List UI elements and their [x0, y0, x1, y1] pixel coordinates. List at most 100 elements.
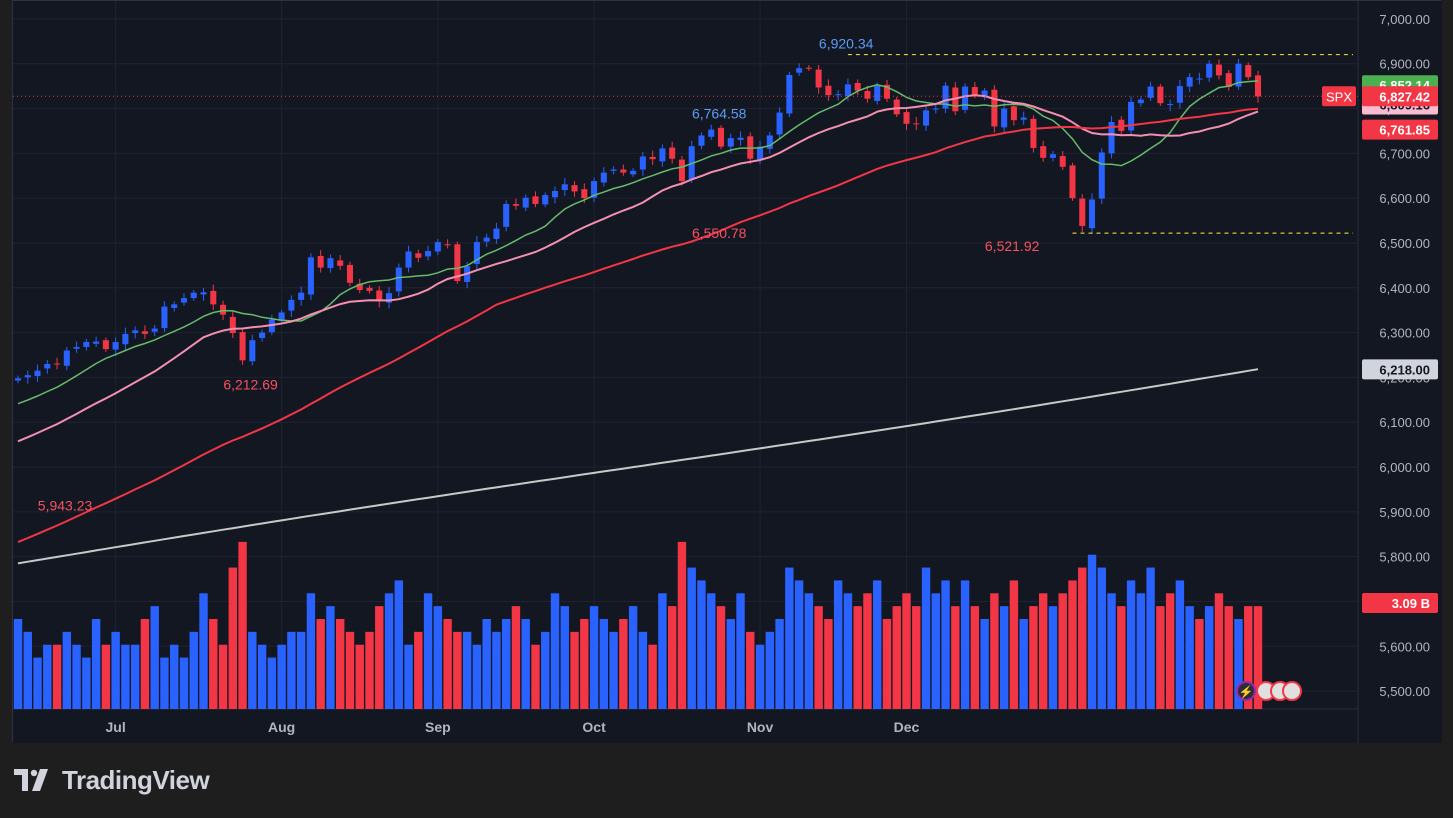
candle-body: [874, 85, 881, 101]
candle-body: [883, 84, 891, 99]
candle-body: [288, 299, 295, 311]
candle-body: [93, 341, 100, 344]
candle-body: [522, 197, 529, 208]
candle-body: [1147, 86, 1154, 98]
y-tick-label: 6,900.00: [1379, 57, 1430, 72]
volume-bar: [570, 631, 579, 709]
volume-bar: [1097, 567, 1106, 709]
candle-body: [815, 69, 822, 88]
candle-body: [903, 112, 910, 124]
candle-body: [151, 328, 158, 332]
candle-body: [1225, 73, 1232, 88]
volume-bar: [667, 606, 677, 709]
candle-body: [708, 129, 715, 137]
candle-body: [727, 138, 734, 147]
volume-bar: [355, 644, 364, 709]
volume-bar: [531, 644, 540, 709]
candle-body: [210, 290, 217, 305]
candle-body: [1001, 108, 1008, 128]
candle-body: [962, 86, 969, 110]
volume-bar: [160, 657, 169, 709]
candle-body: [1176, 86, 1183, 103]
candle-body: [542, 195, 549, 205]
volume-bar: [589, 606, 599, 709]
volume-bar: [1234, 619, 1243, 709]
volume-bar: [287, 631, 296, 709]
candle-body: [737, 137, 744, 140]
candle-body: [483, 237, 490, 242]
candle-body: [239, 332, 246, 361]
volume-bar: [482, 619, 491, 709]
candle-body: [844, 84, 851, 96]
volume-bar: [414, 631, 423, 709]
candle-body: [1108, 121, 1115, 154]
ma-pink-line: [17, 94, 1259, 443]
candle-body: [610, 169, 617, 171]
volume-bar: [443, 619, 452, 709]
candle-body: [337, 260, 344, 266]
price-chart[interactable]: 6,920.34 6,764.58 6,550.78 6,521.92 6,212.69…: [13, 1, 1442, 743]
candle-body: [551, 190, 559, 198]
volume-bar: [209, 619, 218, 709]
candle-body: [620, 169, 627, 173]
candle-body: [1098, 152, 1105, 199]
candle-body: [356, 283, 363, 291]
volume-bar: [316, 619, 325, 709]
candle-body: [34, 370, 41, 377]
volume-bar: [1107, 593, 1116, 709]
volume-bar: [785, 567, 794, 709]
volume-bar: [238, 541, 247, 709]
candle-body: [688, 146, 695, 179]
volume-bar: [980, 619, 989, 709]
candle-body: [1254, 75, 1262, 97]
candle-body: [180, 298, 188, 303]
volume-bar: [404, 644, 413, 709]
candle-body: [376, 290, 383, 302]
candle-body: [44, 363, 51, 369]
candle-body: [1157, 86, 1164, 104]
symbol-tag-bg[interactable]: [1322, 86, 1356, 107]
candle-body: [229, 316, 236, 334]
candle-body: [1186, 77, 1193, 87]
volume-bar: [52, 644, 62, 709]
y-tick-label: 6,600.00: [1379, 191, 1430, 206]
last-price-tag-bg: [1362, 86, 1438, 107]
volume-bar: [560, 606, 569, 709]
volume-bar: [277, 644, 286, 709]
volume-bar: [1029, 606, 1038, 709]
candle-body: [923, 110, 930, 126]
candle-body: [503, 203, 510, 227]
candle-body: [864, 91, 871, 99]
economic-event-flag-icon[interactable]: [1282, 681, 1302, 701]
volume-bar: [257, 644, 267, 709]
volume-bar: [1195, 619, 1204, 709]
x-tick-label: Sep: [425, 719, 451, 735]
volume-bar: [1058, 593, 1067, 709]
candle-body: [190, 292, 197, 299]
candle-body: [639, 156, 646, 170]
volume-bar: [921, 567, 931, 709]
volume-bar: [824, 619, 833, 709]
volume-bar: [1165, 593, 1175, 709]
candle-body: [1196, 78, 1203, 80]
volume-bar: [433, 606, 443, 709]
candle-body: [1235, 63, 1242, 87]
annotation-low-label: 6,550.78: [692, 225, 747, 241]
candle-body: [971, 87, 978, 96]
y-tick-label: 6,400.00: [1379, 281, 1430, 296]
volume-bar: [580, 619, 589, 709]
candle-body: [83, 342, 90, 347]
candle-body: [1128, 101, 1135, 131]
volume-bar: [687, 567, 696, 709]
volume-bar: [843, 593, 853, 709]
candle-body: [1167, 104, 1174, 106]
earnings-event-icon[interactable]: [1236, 681, 1256, 701]
volume-bar: [619, 619, 628, 709]
symbol-tag: SPX: [1326, 89, 1352, 104]
chart-frame[interactable]: 6,920.34 6,764.58 6,550.78 6,521.92 6,212.69…: [12, 0, 1442, 743]
candle-body: [717, 127, 725, 147]
candle-body: [444, 244, 451, 246]
x-tick-label: Jul: [106, 719, 126, 735]
candle-body: [835, 94, 842, 96]
candle-body: [825, 85, 832, 96]
